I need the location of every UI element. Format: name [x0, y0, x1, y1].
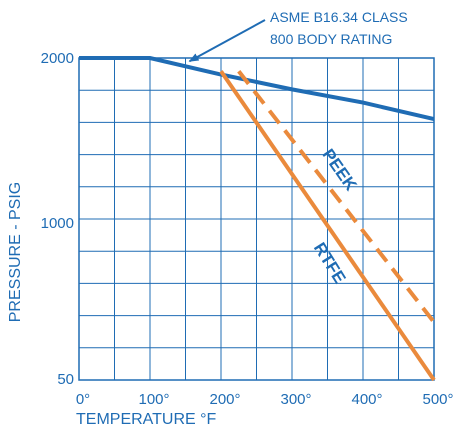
series-line-peek [237, 69, 436, 324]
x-tick-label: 400° [351, 391, 382, 408]
y-axis-title: PRESSURE - PSIG [7, 182, 24, 322]
annotation-arrow [188, 19, 266, 63]
series-layer [79, 56, 436, 382]
x-tick-label: 500° [422, 391, 453, 408]
y-tick-label: 50 [57, 371, 74, 388]
x-tick-label: 100° [138, 391, 169, 408]
annotation-line-2: 800 BODY RATING [270, 31, 392, 47]
x-tick-label: 300° [280, 391, 311, 408]
series-line-rtfe [219, 70, 436, 382]
plot-frame [78, 57, 435, 381]
series-label-peek: PEEK [318, 145, 361, 194]
y-tick-label: 1000 [41, 215, 74, 232]
x-tick-label: 200° [209, 391, 240, 408]
x-tick-label: 0° [76, 391, 90, 408]
series-line-asme [79, 56, 435, 122]
tick-labels: 0° 100° 200° 300° 400° 500° 50 1000 2000 [41, 50, 454, 408]
y-tick-label: 2000 [41, 50, 74, 67]
grid [79, 58, 434, 380]
x-axis-title: TEMPERATURE °F [76, 411, 217, 428]
annotation-line-1: ASME B16.34 CLASS [270, 9, 408, 25]
